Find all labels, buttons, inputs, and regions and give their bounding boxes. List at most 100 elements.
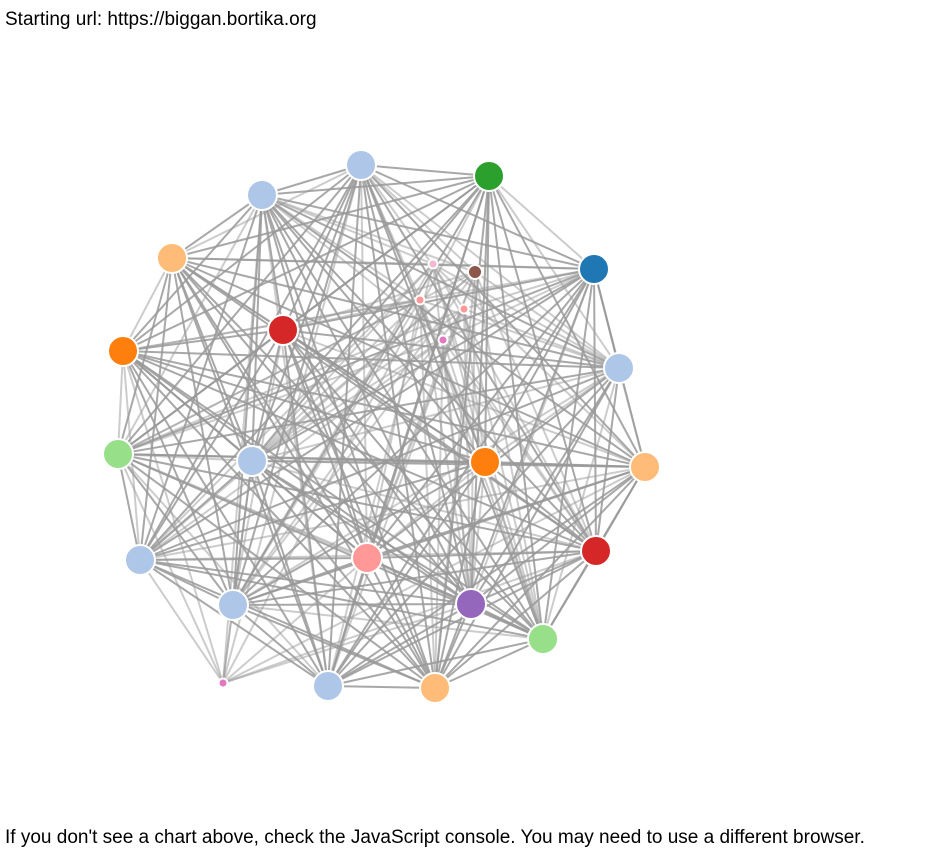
graph-link [117, 339, 444, 455]
graph-link [117, 350, 124, 455]
graph-link [117, 453, 141, 561]
graph-node[interactable] [578, 253, 610, 285]
graph-node[interactable] [345, 149, 377, 181]
graph-link [282, 329, 646, 468]
graph-node[interactable] [427, 258, 439, 270]
graph-link [366, 299, 421, 559]
graph-link [139, 559, 224, 684]
graph-link [360, 164, 595, 270]
graph-link [282, 271, 476, 331]
graph-node[interactable] [437, 334, 449, 346]
graph-link [366, 461, 486, 559]
graph-link [474, 271, 620, 369]
graph-link [122, 350, 472, 605]
graph-link [327, 685, 436, 689]
graph-link [232, 299, 421, 606]
graph-node[interactable] [217, 589, 249, 621]
graph-node[interactable] [267, 314, 299, 346]
graph-link [261, 164, 362, 196]
graph-link [542, 367, 620, 640]
graph-node[interactable] [246, 179, 278, 211]
graph-node[interactable] [455, 588, 487, 620]
graph-link [139, 257, 173, 561]
graph-link [232, 604, 436, 689]
graph-node[interactable] [580, 535, 612, 567]
graph-link [470, 461, 486, 605]
graph-link [327, 263, 434, 687]
graph-link [139, 557, 368, 561]
graph-node[interactable] [414, 294, 426, 306]
graph-link [327, 603, 472, 687]
graph-nodes [102, 149, 661, 704]
graph-link [222, 557, 368, 684]
graph-link [139, 466, 646, 561]
graph-node[interactable] [124, 544, 156, 576]
graph-link [261, 194, 444, 341]
graph-node[interactable] [312, 670, 344, 702]
graph-link [261, 194, 595, 270]
graph-link [251, 299, 421, 462]
graph-link [282, 329, 620, 369]
graph-link [470, 271, 476, 605]
graph-link [442, 339, 472, 605]
graph-link [366, 550, 597, 559]
graph-node[interactable] [603, 352, 635, 384]
graph-node[interactable] [629, 451, 661, 483]
graph-node[interactable] [236, 445, 268, 477]
graph-link [251, 460, 368, 559]
graph-node[interactable] [458, 303, 470, 315]
graph-link [419, 299, 436, 689]
graph-node[interactable] [156, 242, 188, 274]
graph-node[interactable] [351, 542, 383, 574]
graph-link [327, 550, 597, 687]
graph-link [232, 604, 544, 640]
graph-link [360, 164, 476, 273]
graph-link [117, 164, 362, 455]
graph-link [327, 557, 368, 687]
graph-link [434, 638, 544, 689]
graph-link [419, 299, 620, 369]
graph-link [261, 194, 436, 689]
graph-link [463, 308, 486, 463]
graph-link [434, 550, 597, 689]
graph-link [282, 268, 595, 331]
graph-link [261, 194, 434, 265]
graph-link [222, 466, 646, 684]
graph-node[interactable] [527, 623, 559, 655]
graph-link [470, 466, 646, 605]
graph-link [117, 367, 620, 455]
graph-link [251, 339, 444, 462]
graph-link [232, 557, 368, 606]
graph-link [474, 271, 544, 640]
graph-link [232, 271, 476, 606]
graph-node[interactable] [467, 264, 483, 280]
graph-link [222, 550, 597, 684]
graph-link [122, 350, 597, 552]
graph-link [432, 263, 595, 270]
graph-link [261, 194, 421, 301]
graph-link [117, 453, 224, 684]
graph-link [442, 268, 595, 341]
graph-node[interactable] [419, 672, 451, 704]
graph-link [139, 263, 434, 561]
graph-node[interactable] [473, 160, 505, 192]
graph-link [232, 308, 465, 606]
graph-link [488, 175, 620, 369]
graph-link [434, 466, 646, 689]
graph-link [434, 461, 486, 689]
graph-link [442, 339, 597, 552]
graph-link [434, 339, 444, 689]
graph-link [282, 329, 472, 605]
graph-link [463, 308, 472, 605]
graph-node[interactable] [107, 335, 139, 367]
starting-url-text: Starting url: https://biggan.bortika.org [5, 9, 317, 30]
graph-node[interactable] [217, 677, 229, 689]
graph-link [251, 263, 434, 462]
graph-link [442, 339, 544, 640]
graph-link [327, 466, 646, 687]
graph-link [366, 308, 465, 559]
graph-link [282, 329, 329, 687]
graph-node[interactable] [469, 446, 501, 478]
graph-node[interactable] [102, 438, 134, 470]
